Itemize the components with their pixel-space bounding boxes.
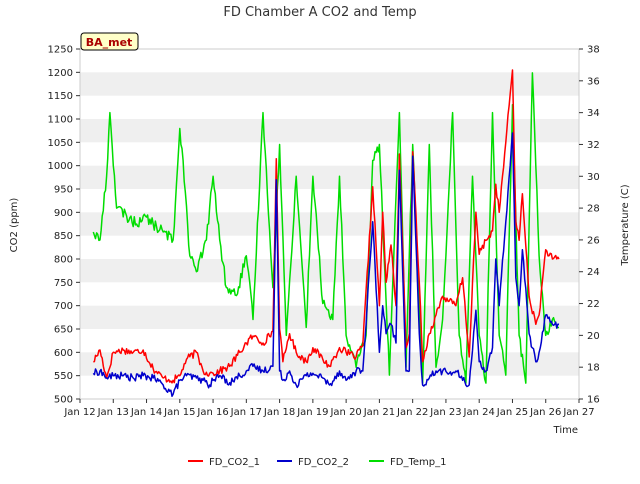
- grid-band: [80, 212, 579, 236]
- x-tick-label: Jan 25: [496, 407, 528, 418]
- x-tick-label: Jan 12: [63, 407, 95, 418]
- x-tick-label: Jan 17: [230, 407, 262, 418]
- y-left-tick-label: 1050: [48, 138, 73, 149]
- y-left-tick-label: 600: [54, 348, 73, 359]
- y-right-axis: 16 18 20 22 24 26 28 30 32 34 36 38: [579, 45, 600, 406]
- y-right-tick-label: 32: [587, 140, 600, 151]
- grid-band: [80, 119, 579, 143]
- y-left-tick-label: 1250: [48, 45, 73, 56]
- x-tick-label: Jan 26: [529, 407, 561, 418]
- x-tick-label: Jan 21: [363, 407, 395, 418]
- legend-label: FD_CO2_1: [209, 457, 260, 468]
- y-left-tick-label: 950: [54, 185, 73, 196]
- x-axis-title: Time: [553, 425, 578, 436]
- grid-band: [80, 352, 579, 376]
- x-tick-label: Jan 15: [163, 407, 195, 418]
- y-right-tick-label: 24: [587, 267, 600, 278]
- x-tick-label: Jan 20: [329, 407, 361, 418]
- y-right-tick-label: 22: [587, 299, 600, 310]
- x-tick-label: Jan 18: [263, 407, 295, 418]
- x-tick-label: Jan 19: [296, 407, 328, 418]
- y-left-tick-label: 1000: [48, 161, 73, 172]
- y-left-tick-label: 1200: [48, 68, 73, 79]
- y-right-tick-label: 36: [587, 76, 600, 87]
- y-left-tick-label: 850: [54, 231, 73, 242]
- x-axis: Jan 12 Jan 13 Jan 14 Jan 15 Jan 16 Jan 17 Jan …: [63, 399, 595, 418]
- x-tick-label: Jan 22: [396, 407, 428, 418]
- y-left-tick-label: 550: [54, 371, 73, 382]
- x-tick-label: Jan 27: [562, 407, 594, 418]
- legend: FD_CO2_1 FD_CO2_2 FD_Temp_1: [188, 457, 446, 468]
- grid-band: [80, 72, 579, 96]
- y-left-tick-label: 500: [54, 395, 73, 406]
- y-right-tick-label: 28: [587, 204, 600, 215]
- x-tick-label: Jan 23: [429, 407, 461, 418]
- y-right-axis-title: Temperature (C): [620, 184, 631, 266]
- y-left-tick-label: 900: [54, 208, 73, 219]
- y-left-axis-title: CO2 (ppm): [9, 198, 20, 253]
- series-layer: [92, 69, 560, 398]
- y-right-tick-label: 26: [587, 235, 600, 246]
- y-right-tick-label: 34: [587, 108, 600, 119]
- annotation-label: BA_met: [86, 36, 133, 49]
- y-right-tick-label: 16: [587, 395, 600, 406]
- legend-label: FD_Temp_1: [390, 457, 446, 468]
- grid-band: [80, 259, 579, 283]
- y-left-tick-label: 700: [54, 301, 73, 312]
- y-right-tick-label: 18: [587, 363, 600, 374]
- y-right-tick-label: 30: [587, 172, 600, 183]
- legend-label: FD_CO2_2: [298, 457, 349, 468]
- y-right-tick-label: 38: [587, 45, 600, 56]
- y-left-tick-label: 1150: [48, 91, 73, 102]
- grid-band: [80, 165, 579, 189]
- plot-frame: [79, 48, 580, 400]
- chart-title: FD Chamber A CO2 and Temp: [223, 5, 416, 20]
- y-right-tick-label: 20: [587, 331, 600, 342]
- x-tick-label: Jan 16: [196, 407, 228, 418]
- y-left-tick-label: 1100: [48, 115, 73, 126]
- x-tick-label: Jan 24: [463, 407, 495, 418]
- y-left-tick-label: 800: [54, 255, 73, 266]
- x-tick-label: Jan 13: [97, 407, 129, 418]
- series-line-fd-co2-1: [93, 69, 560, 384]
- x-tick-label: Jan 14: [130, 407, 162, 418]
- y-left-axis: 500 550 600 650 700 750 800 850 900 950 1000 1050 11…: [48, 45, 80, 406]
- annotation-box: BA_met: [80, 32, 139, 51]
- y-left-tick-label: 750: [54, 278, 73, 289]
- series-line-fd-co2-2: [92, 132, 560, 398]
- series-line-fd-temp-1: [92, 72, 560, 384]
- y-left-tick-label: 650: [54, 325, 73, 336]
